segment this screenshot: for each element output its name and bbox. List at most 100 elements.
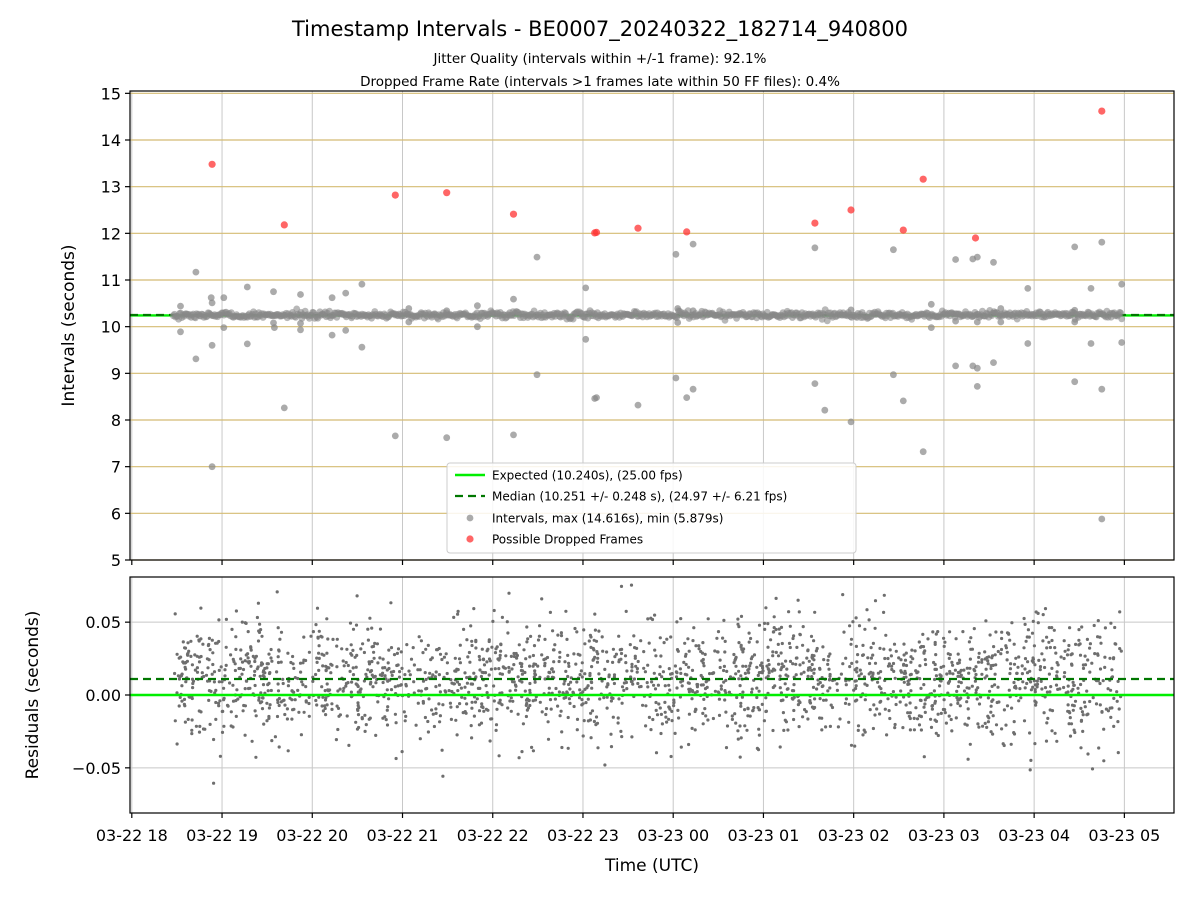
residual-point xyxy=(322,653,326,657)
residual-point xyxy=(723,639,727,644)
residual-point xyxy=(782,664,786,669)
residual-point xyxy=(488,739,492,743)
residual-point xyxy=(481,657,486,661)
residual-point xyxy=(798,663,802,667)
residual-point xyxy=(217,680,221,684)
residual-point xyxy=(799,672,803,676)
residual-point xyxy=(475,697,479,701)
residual-point xyxy=(532,675,536,679)
residual-point xyxy=(1062,656,1066,661)
residual-point xyxy=(220,680,224,684)
residual-point xyxy=(974,691,978,695)
residual-point xyxy=(934,719,939,724)
residual-point xyxy=(892,642,897,646)
interval-outlier-point xyxy=(952,317,959,325)
residual-point xyxy=(617,634,621,638)
residual-point xyxy=(458,661,462,665)
residual-point xyxy=(183,720,187,724)
residual-point xyxy=(710,671,714,676)
residual-point xyxy=(593,612,597,616)
residual-point xyxy=(409,657,414,661)
residual-point xyxy=(565,690,569,694)
residual-point xyxy=(276,682,280,686)
interval-outlier-point xyxy=(243,340,251,348)
residual-point xyxy=(967,640,972,644)
residual-point xyxy=(387,697,391,701)
residual-point xyxy=(430,708,434,712)
residual-point xyxy=(794,673,798,677)
residual-point xyxy=(791,636,795,641)
residual-point xyxy=(253,669,257,674)
residual-point xyxy=(1014,656,1018,660)
residual-point xyxy=(776,654,781,658)
residual-point xyxy=(966,696,970,700)
residual-point xyxy=(944,721,949,725)
residual-point xyxy=(1071,708,1075,712)
residual-point xyxy=(687,649,691,653)
residual-point xyxy=(229,653,233,657)
residual-point xyxy=(531,653,536,658)
residual-point xyxy=(530,745,534,750)
residual-point xyxy=(265,719,269,723)
residual-point xyxy=(794,662,798,666)
residual-point xyxy=(943,708,947,712)
residual-point xyxy=(756,706,760,710)
residual-point xyxy=(190,696,194,701)
residual-point xyxy=(301,683,305,687)
residual-point xyxy=(741,664,745,668)
residual-point xyxy=(854,644,859,649)
residual-point xyxy=(1050,666,1054,671)
residual-point xyxy=(665,720,669,724)
residual-point xyxy=(345,714,349,718)
residual-point xyxy=(578,653,582,657)
residual-point xyxy=(951,663,955,667)
residual-point xyxy=(936,712,940,716)
residual-point xyxy=(494,728,498,733)
residual-point xyxy=(1108,656,1112,660)
x-tick-label: 03-23 05 xyxy=(1088,826,1160,845)
interval-point xyxy=(1117,309,1124,317)
residual-point xyxy=(857,674,861,678)
residual-point xyxy=(736,737,740,741)
residual-point xyxy=(861,733,865,737)
residual-point xyxy=(958,670,962,674)
residual-point xyxy=(1074,642,1078,647)
residual-point xyxy=(816,678,820,682)
residual-point xyxy=(950,729,954,733)
residual-point xyxy=(426,730,430,734)
residual-point xyxy=(493,651,498,655)
interval-outlier-point xyxy=(443,307,451,315)
residual-point xyxy=(463,671,467,675)
residual-point xyxy=(568,701,572,706)
residual-point xyxy=(270,659,274,663)
residual-point xyxy=(827,678,832,682)
residual-point xyxy=(810,668,814,672)
residual-point xyxy=(1098,681,1102,686)
residual-point xyxy=(630,662,634,667)
residual-point xyxy=(246,630,250,634)
residual-point xyxy=(178,695,182,700)
residual-point xyxy=(812,667,816,671)
x-tick-label: 03-23 02 xyxy=(818,826,890,845)
residual-point xyxy=(625,669,629,673)
residual-point xyxy=(933,642,937,647)
residual-point xyxy=(770,669,774,673)
residual-point xyxy=(942,698,946,702)
residual-point xyxy=(801,715,805,719)
residual-point xyxy=(1048,690,1052,694)
residual-point xyxy=(575,728,579,732)
residual-point xyxy=(257,630,262,635)
interval-outlier-point xyxy=(391,432,399,440)
interval-outlier-point xyxy=(270,288,277,296)
residual-point xyxy=(402,710,406,714)
residual-point xyxy=(291,654,295,659)
residual-point xyxy=(595,721,600,725)
residual-point xyxy=(983,721,987,726)
residual-point xyxy=(1041,613,1045,617)
residual-point xyxy=(528,681,532,686)
residual-point xyxy=(426,719,430,724)
residual-point xyxy=(693,691,697,695)
residual-point xyxy=(888,648,892,652)
residual-point xyxy=(1110,675,1115,679)
residual-point xyxy=(1013,685,1017,690)
